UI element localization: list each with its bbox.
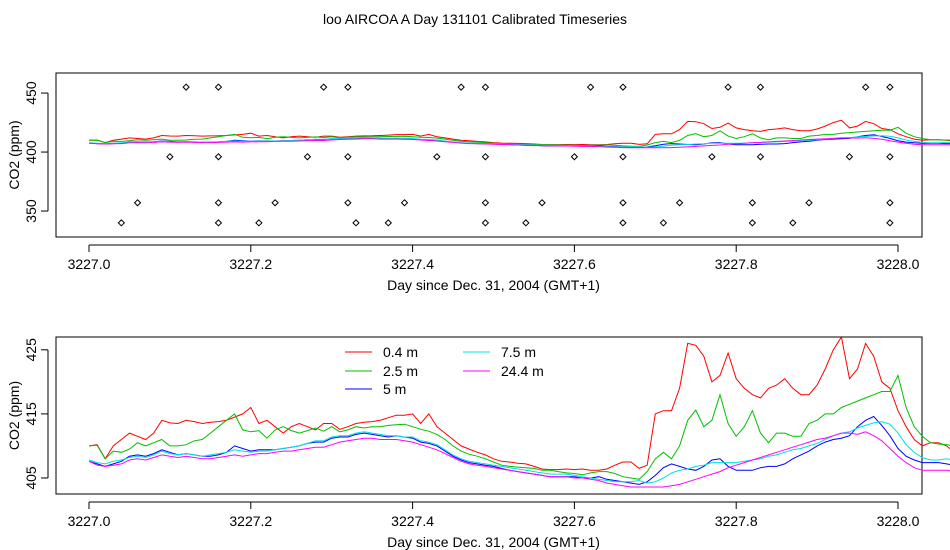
scatter-point (724, 83, 732, 91)
scatter-point (344, 199, 352, 207)
scatter-point (675, 199, 684, 207)
axes-bottom: 3227.0 3227.2 3227.4 3227.6 3227.8 3228.0 405 4… (23, 338, 920, 529)
y-tick-label: 415 (23, 402, 39, 426)
scatter-point (886, 219, 894, 227)
scatter-point (255, 219, 263, 227)
series-line-24-4-m (88, 431, 950, 488)
x-tick-label: 3227.8 (715, 513, 758, 529)
legend: 0.4 m 2.5 m 5 m 7.5 m 24.4 m (345, 344, 544, 397)
legend-label: 24.4 m (501, 363, 544, 379)
y-tick-label: 450 (23, 81, 39, 105)
y-tick-label: 405 (23, 466, 39, 490)
scatter-point (117, 219, 126, 227)
x-tick-label: 3227.6 (553, 256, 596, 272)
scatter-point (538, 199, 546, 207)
scatter-point (344, 83, 352, 91)
scatter-point (845, 153, 854, 161)
x-tick-label: 3227.6 (553, 513, 596, 529)
scatter-point (789, 219, 797, 227)
legend-label: 7.5 m (501, 344, 536, 360)
x-axis-label-bottom: Day since Dec. 31, 2004 (GMT+1) (387, 534, 600, 550)
scatter-point (182, 83, 190, 91)
scatter-point (886, 199, 894, 207)
scatter-point (303, 153, 312, 161)
scatter-point (319, 83, 328, 91)
scatter-point (214, 219, 223, 227)
x-tick-label: 3227.0 (68, 513, 111, 529)
x-tick-label: 3227.4 (391, 513, 434, 529)
panel-top-raw-scatter: 3227.0 3227.2 3227.4 3227.6 3227.8 3228.0 350 4… (6, 72, 950, 293)
scatter-point (481, 219, 490, 227)
scatter-point (861, 83, 870, 91)
x-tick-label: 3228.0 (877, 256, 920, 272)
page-title: loo AIRCOA A Day 131101 Calibrated Times… (322, 11, 627, 27)
legend-label: 0.4 m (383, 344, 418, 360)
scatter-point (619, 153, 627, 161)
overview-line-0-4-m (88, 119, 950, 146)
scatter-point (756, 153, 765, 161)
scatter-point (344, 153, 352, 161)
scatter-point (659, 219, 668, 227)
y-tick-label: 400 (23, 140, 39, 164)
line-series (88, 335, 950, 488)
scatter-point (886, 83, 894, 91)
x-tick-label: 3227.2 (229, 513, 272, 529)
scatter-point (619, 199, 627, 207)
scatter-points (88, 83, 950, 227)
legend-label: 5 m (383, 381, 406, 397)
scatter-point (481, 199, 490, 207)
scatter-point (384, 219, 393, 227)
scatter-point (214, 153, 223, 161)
x-tick-label: 3228.0 (877, 513, 920, 529)
scatter-point (586, 83, 595, 91)
scatter-point (433, 153, 441, 161)
overview-line-24-4-m (88, 137, 950, 149)
scatter-point (352, 219, 360, 227)
x-tick-label: 3227.4 (391, 256, 434, 272)
series-line-7-5-m (88, 421, 950, 484)
plot-frame-bottom (55, 336, 923, 495)
series-line-2-5-m (88, 373, 950, 480)
scatter-point (805, 199, 813, 207)
legend-label: 2.5 m (383, 363, 418, 379)
scatter-point (481, 153, 490, 161)
scatter-point (570, 153, 579, 161)
scatter-point (400, 199, 409, 207)
y-tick-label: 350 (23, 199, 39, 223)
y-tick-label: 425 (23, 338, 39, 362)
scatter-point (214, 83, 223, 91)
scatter-point (457, 83, 465, 91)
scatter-point (166, 153, 174, 161)
scatter-point (271, 199, 279, 207)
scatter-point (748, 199, 757, 207)
plot-frame-top (55, 72, 923, 238)
scatter-point (748, 219, 757, 227)
scatter-point (886, 153, 894, 161)
scatter-point (619, 219, 627, 227)
scatter-point (214, 199, 223, 207)
x-axis-label-top: Day since Dec. 31, 2004 (GMT+1) (387, 277, 600, 293)
x-tick-label: 3227.2 (229, 256, 272, 272)
scatter-point (133, 199, 142, 207)
scatter-point (619, 83, 627, 91)
x-tick-label: 3227.8 (715, 256, 758, 272)
panel-bottom-timeseries: 3227.0 3227.2 3227.4 3227.6 3227.8 3228.0 405 4… (6, 335, 950, 550)
y-axis-label-top: CO2 (ppm) (6, 120, 22, 189)
axes-top: 3227.0 3227.2 3227.4 3227.6 3227.8 3228.0 350 4… (23, 81, 920, 272)
x-tick-label: 3227.0 (68, 256, 111, 272)
scatter-point (708, 153, 716, 161)
y-axis-label-bottom: CO2 (ppm) (6, 381, 22, 450)
scatter-point (522, 219, 530, 227)
scatter-point (481, 83, 490, 91)
scatter-point (756, 83, 765, 91)
